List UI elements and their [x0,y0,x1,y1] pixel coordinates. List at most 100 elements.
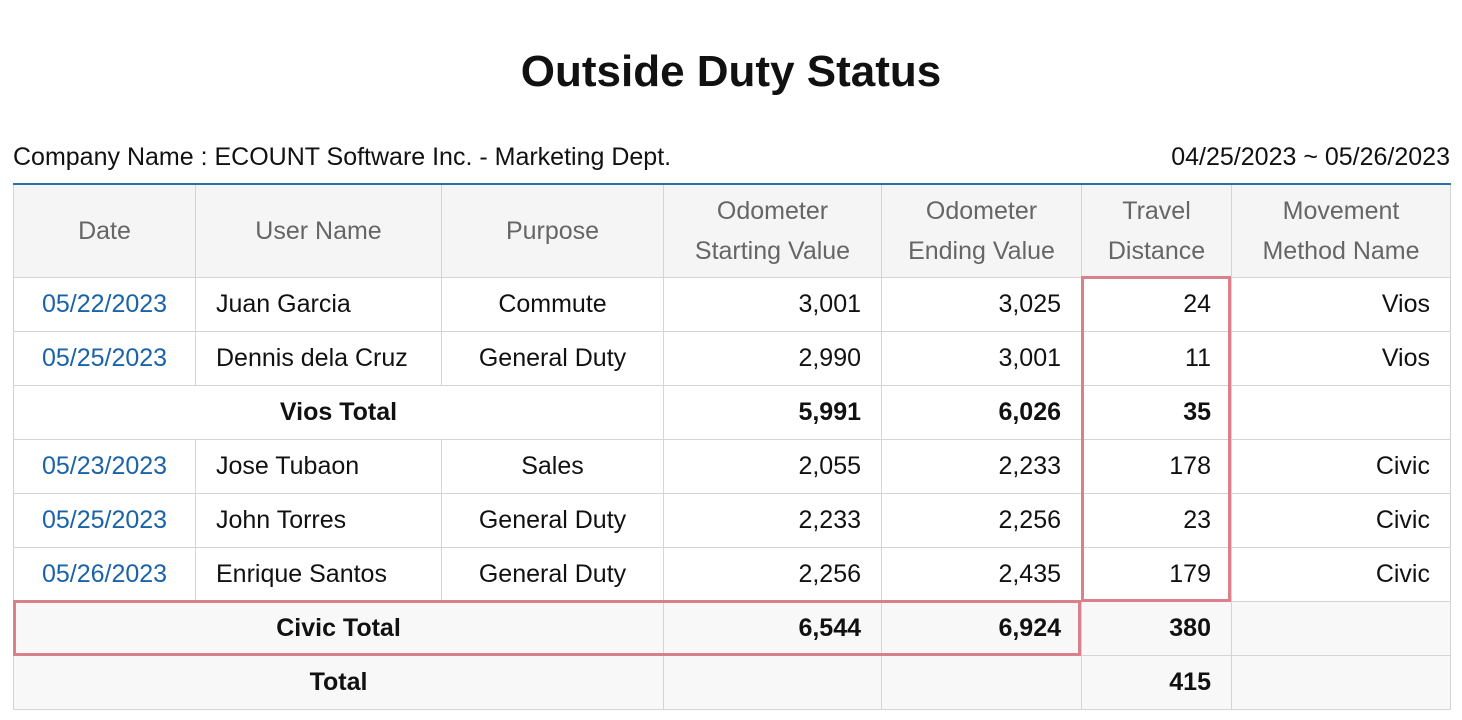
end-value: 2,256 [881,493,1082,548]
start-value: 5,991 [663,385,882,440]
purpose: General Duty [441,493,664,548]
end-value-text: 2,435 [998,560,1061,588]
purpose-text: General Duty [478,506,627,534]
start-value: 2,233 [663,493,882,548]
method: Vios [1231,277,1451,332]
column-header: Date [13,183,196,278]
end-value-text: 6,924 [998,614,1061,642]
header-text: Purpose [505,217,600,245]
distance: 179 [1081,547,1232,602]
column-header: Travel Distance [1081,183,1232,278]
end-value: 6,924 [881,601,1082,656]
method: Civic [1231,439,1451,494]
header-text: Date [78,217,131,245]
distance-text: 23 [1183,506,1211,534]
distance: 415 [1081,655,1232,710]
method: Civic [1231,493,1451,548]
header-text: Method Name [1262,237,1420,265]
date: 05/25/2023 [13,331,196,386]
method-text: Civic [1375,452,1430,480]
table-row: 05/25/2023 Dennis dela Cruz General Duty 2,… [13,331,1451,386]
purpose: General Duty [441,331,664,386]
date-text[interactable]: 05/25/2023 [41,506,168,534]
user-name: Jose Tubaon [195,439,442,494]
date: 05/26/2023 [13,547,196,602]
header-text: Distance [1107,237,1206,265]
user-name: John Torres [195,493,442,548]
date-text[interactable]: 05/22/2023 [41,290,168,318]
distance: 178 [1081,439,1232,494]
start-value: 2,990 [663,331,882,386]
user-name-text: Dennis dela Cruz [216,344,408,372]
total-label-text: Civic Total [276,614,401,642]
user-name: Enrique Santos [195,547,442,602]
method-text: Civic [1375,560,1430,588]
user-name-text: John Torres [216,506,347,534]
date-text[interactable]: 05/23/2023 [41,452,168,480]
header-text: Movement [1282,197,1400,225]
date-text[interactable]: 05/25/2023 [41,344,168,372]
start-value: 3,001 [663,277,882,332]
start-value-text: 3,001 [798,290,861,318]
start-value: 6,544 [663,601,882,656]
table-row: Vios Total 5,991 6,026 35 [13,385,1451,440]
table-row: 05/25/2023 John Torres General Duty 2,233 2,… [13,493,1451,548]
period: 04/25/2023 ~ 05/26/2023 [1171,143,1450,171]
end-value: 2,233 [881,439,1082,494]
end-value-text: 6,026 [998,398,1061,426]
user-name: Juan Garcia [195,277,442,332]
start-value [663,655,882,710]
column-header: Odometer Starting Value [663,183,882,278]
distance-text: 415 [1169,668,1211,696]
total-label: Civic Total [13,601,664,656]
method-text: Civic [1375,506,1430,534]
end-value: 2,435 [881,547,1082,602]
user-name-text: Juan Garcia [216,290,351,318]
end-value-text: 2,233 [998,452,1061,480]
purpose: Commute [441,277,664,332]
total-label: Total [13,655,664,710]
user-name-text: Enrique Santos [216,560,387,588]
date: 05/22/2023 [13,277,196,332]
column-header: Movement Method Name [1231,183,1451,278]
purpose-text: General Duty [478,344,627,372]
header-text: Travel [1122,197,1191,225]
total-label: Vios Total [13,385,664,440]
table-row: 05/22/2023 Juan Garcia Commute 3,001 3,025 24… [13,277,1451,332]
start-value-text: 2,990 [798,344,861,372]
distance: 24 [1081,277,1232,332]
purpose: General Duty [441,547,664,602]
start-value-text: 6,544 [798,614,861,642]
distance-text: 35 [1183,398,1211,426]
method [1231,655,1451,710]
distance-text: 179 [1169,560,1211,588]
method-text: Vios [1381,344,1430,372]
purpose: Sales [441,439,664,494]
end-value: 3,001 [881,331,1082,386]
purpose-text: Commute [498,290,607,318]
table-row: Total 415 [13,655,1451,710]
header-text: Starting Value [694,237,851,265]
distance: 35 [1081,385,1232,440]
user-name: Dennis dela Cruz [195,331,442,386]
column-header: Purpose [441,183,664,278]
header-row: Date User Name Purpose Odometer Starting Val… [13,183,1451,278]
distance: 380 [1081,601,1232,656]
header-text: Odometer [716,197,829,225]
total-label-text: Total [309,668,368,696]
method [1231,385,1451,440]
end-value: 3,025 [881,277,1082,332]
date: 05/25/2023 [13,493,196,548]
purpose-text: General Duty [478,560,627,588]
total-label-text: Vios Total [279,398,398,426]
user-name-text: Jose Tubaon [216,452,360,480]
date-text[interactable]: 05/26/2023 [41,560,168,588]
method-text: Vios [1381,290,1430,318]
distance-text: 178 [1169,452,1211,480]
distance-text: 380 [1169,614,1211,642]
date: 05/23/2023 [13,439,196,494]
end-value-text: 2,256 [998,506,1061,534]
start-value: 2,055 [663,439,882,494]
method [1231,601,1451,656]
